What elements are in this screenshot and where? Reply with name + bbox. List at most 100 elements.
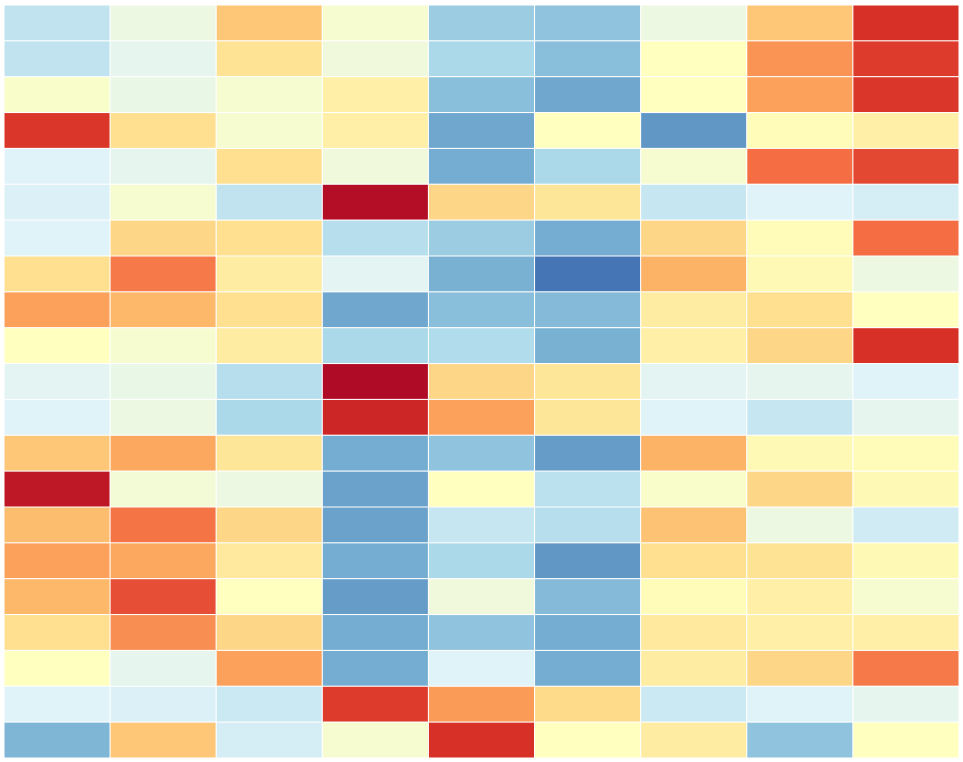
heatmap-cell-r20-c4	[427, 721, 536, 759]
heatmap-cell-r12-c0	[3, 434, 111, 472]
heatmap-cell-r0-c1	[109, 4, 217, 42]
heatmap-cell-r8-c8	[852, 291, 960, 329]
heatmap-cell-r20-c6	[640, 721, 748, 759]
heatmap-cell-r19-c1	[109, 685, 217, 723]
heatmap-cell-r6-c2	[215, 219, 323, 257]
heatmap-cell-r16-c8	[852, 578, 960, 616]
heatmap-cell-r18-c1	[109, 649, 217, 687]
heatmap-cell-r16-c1	[109, 578, 217, 616]
heatmap-cell-r7-c0	[3, 255, 111, 293]
heatmap-cell-r9-c1	[109, 327, 217, 365]
heatmap-cell-r13-c1	[109, 470, 217, 508]
heatmap-cell-r1-c4	[427, 40, 536, 78]
heatmap-cell-r12-c4	[427, 434, 536, 472]
heatmap-cell-r5-c0	[3, 183, 111, 221]
heatmap-cell-r11-c5	[534, 398, 642, 436]
heatmap-cell-r7-c3	[321, 255, 429, 293]
heatmap-cell-r19-c5	[534, 685, 642, 723]
heatmap-cell-r10-c4	[427, 363, 536, 400]
heatmap-cell-r0-c5	[534, 4, 642, 42]
heatmap-cell-r0-c0	[3, 4, 111, 42]
heatmap-cell-r10-c1	[109, 363, 217, 400]
heatmap-cell-r17-c6	[640, 614, 748, 651]
heatmap-cell-r2-c4	[427, 76, 536, 114]
heatmap-cell-r14-c7	[746, 506, 854, 544]
heatmap-cell-r9-c2	[215, 327, 323, 365]
heatmap-cell-r1-c2	[215, 40, 323, 78]
heatmap-cell-r2-c3	[321, 76, 429, 114]
heatmap-cell-r0-c3	[321, 4, 429, 42]
heatmap-cell-r2-c0	[3, 76, 111, 114]
heatmap-cell-r19-c2	[215, 685, 323, 723]
heatmap-cell-r20-c0	[3, 721, 111, 759]
heatmap-cell-r6-c4	[427, 219, 536, 257]
heatmap-cell-r12-c3	[321, 434, 429, 472]
heatmap-cell-r8-c1	[109, 291, 217, 329]
heatmap-cell-r5-c3	[321, 183, 429, 221]
heatmap-cell-r18-c7	[746, 649, 854, 687]
heatmap-cell-r13-c4	[427, 470, 536, 508]
heatmap-cell-r15-c8	[852, 542, 960, 580]
heatmap-cell-r20-c7	[746, 721, 854, 759]
heatmap-cell-r1-c0	[3, 40, 111, 78]
heatmap-cell-r0-c4	[427, 4, 536, 42]
heatmap-cell-r1-c5	[534, 40, 642, 78]
heatmap-cell-r4-c0	[3, 147, 111, 185]
heatmap-cell-r11-c6	[640, 398, 748, 436]
heatmap-cell-r7-c5	[534, 255, 642, 293]
heatmap-cell-r3-c7	[746, 112, 854, 149]
heatmap-cell-r12-c2	[215, 434, 323, 472]
heatmap-cell-r9-c4	[427, 327, 536, 365]
heatmap-cell-r6-c0	[3, 219, 111, 257]
heatmap-cell-r4-c3	[321, 147, 429, 185]
heatmap-cell-r1-c6	[640, 40, 748, 78]
heatmap-cell-r5-c7	[746, 183, 854, 221]
heatmap-cell-r3-c2	[215, 112, 323, 149]
heatmap-cell-r9-c7	[746, 327, 854, 365]
heatmap-cell-r10-c5	[534, 363, 642, 400]
heatmap-cell-r5-c4	[427, 183, 536, 221]
heatmap-cell-r10-c7	[746, 363, 854, 400]
heatmap-cell-r11-c8	[852, 398, 960, 436]
heatmap-cell-r8-c7	[746, 291, 854, 329]
heatmap-cell-r5-c1	[109, 183, 217, 221]
heatmap-cell-r20-c2	[215, 721, 323, 759]
heatmap-cell-r9-c5	[534, 327, 642, 365]
heatmap-cell-r11-c0	[3, 398, 111, 436]
heatmap-cell-r8-c3	[321, 291, 429, 329]
heatmap-cell-r19-c3	[321, 685, 429, 723]
heatmap-cell-r18-c4	[427, 649, 536, 687]
heatmap-cell-r0-c2	[215, 4, 323, 42]
heatmap-cell-r2-c2	[215, 76, 323, 114]
heatmap-cell-r7-c8	[852, 255, 960, 293]
heatmap-cell-r4-c2	[215, 147, 323, 185]
heatmap-cell-r10-c3	[321, 363, 429, 400]
heatmap-cell-r20-c5	[534, 721, 642, 759]
heatmap-cell-r3-c8	[852, 112, 960, 149]
heatmap-cell-r7-c7	[746, 255, 854, 293]
heatmap-cell-r6-c3	[321, 219, 429, 257]
heatmap-cell-r10-c2	[215, 363, 323, 400]
heatmap-cell-r6-c1	[109, 219, 217, 257]
heatmap-cell-r13-c0	[3, 470, 111, 508]
heatmap-cell-r16-c2	[215, 578, 323, 616]
heatmap-cell-r0-c8	[852, 4, 960, 42]
heatmap-cell-r0-c7	[746, 4, 854, 42]
heatmap-cell-r15-c1	[109, 542, 217, 580]
heatmap-cell-r14-c3	[321, 506, 429, 544]
heatmap-cell-r7-c4	[427, 255, 536, 293]
heatmap-cell-r7-c1	[109, 255, 217, 293]
heatmap-cell-r16-c6	[640, 578, 748, 616]
heatmap-cell-r17-c3	[321, 614, 429, 651]
heatmap-cell-r14-c4	[427, 506, 536, 544]
heatmap-cell-r12-c1	[109, 434, 217, 472]
heatmap-cell-r18-c6	[640, 649, 748, 687]
heatmap-cell-r5-c2	[215, 183, 323, 221]
heatmap-cell-r8-c2	[215, 291, 323, 329]
heatmap-cell-r19-c0	[3, 685, 111, 723]
heatmap-cell-r16-c7	[746, 578, 854, 616]
heatmap-cell-r8-c5	[534, 291, 642, 329]
heatmap-cell-r3-c6	[640, 112, 748, 149]
heatmap-cell-r17-c4	[427, 614, 536, 651]
heatmap-cell-r20-c8	[852, 721, 960, 759]
